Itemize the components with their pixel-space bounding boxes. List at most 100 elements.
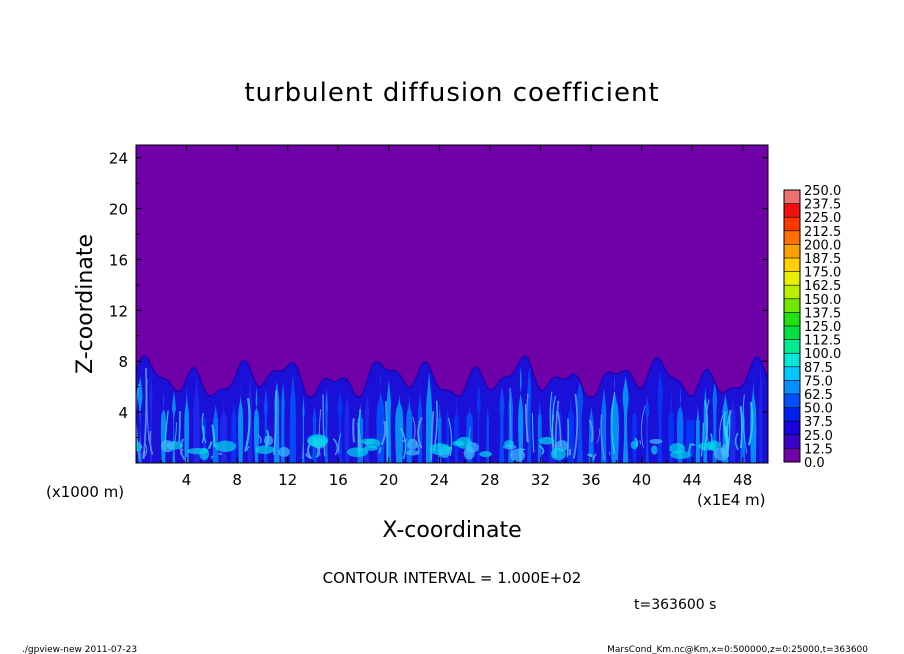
plume [137, 376, 143, 463]
surface-patch [539, 436, 555, 445]
colorbar-swatch [784, 339, 800, 354]
plume [172, 391, 176, 463]
eddy-streak [318, 408, 322, 457]
colorbar-level-label: 25.0 [804, 429, 833, 444]
colorbar-level-label: 87.5 [804, 361, 833, 376]
colorbar-swatch [784, 298, 800, 313]
eddy-streak [568, 448, 572, 456]
surface-patch [214, 440, 237, 453]
x-tick-label: 28 [480, 471, 499, 489]
colorbar-level-label: 62.5 [804, 388, 833, 403]
surface-patch [255, 445, 275, 455]
y-tick-label: 12 [109, 302, 128, 320]
colorbar-swatch [784, 271, 800, 286]
colorbar-swatch [784, 285, 800, 299]
x-tick-label: 24 [430, 471, 449, 489]
plume [302, 395, 305, 463]
eddy-streak [739, 405, 743, 449]
eddy-streak [244, 398, 251, 452]
plume [577, 379, 584, 463]
surface-patch [463, 446, 475, 460]
x-tick-label: 32 [531, 471, 550, 489]
plume [281, 381, 285, 463]
eddy-streak [307, 443, 313, 460]
eddy-streak [538, 445, 545, 455]
contour-interval-text: CONTOUR INTERVAL = 1.000E+02 [323, 569, 582, 587]
plume [344, 382, 350, 463]
plume [486, 404, 490, 463]
x-tick-label: 12 [278, 471, 297, 489]
y-unit-label: (x1000 m) [46, 483, 124, 501]
x-tick-label: 48 [733, 471, 752, 489]
eddy-streak [588, 419, 594, 442]
eddy-streak [149, 430, 154, 455]
eddy-streak [734, 432, 739, 451]
surface-patch [308, 436, 328, 447]
plume [759, 359, 763, 463]
surface-patch [670, 450, 692, 460]
eddy-streak [401, 438, 407, 443]
colorbar-level-label: 50.0 [804, 402, 833, 417]
x-tick-label: 20 [379, 471, 398, 489]
plume [695, 405, 700, 463]
colorbar-level-label: 125.0 [804, 320, 841, 335]
surface-patch [361, 438, 376, 445]
plume [395, 383, 404, 463]
plume [622, 376, 629, 463]
surface-patch [651, 445, 658, 455]
x-unit-label: (x1E4 m) [697, 491, 766, 509]
colorbar-level-label: 250.0 [804, 184, 841, 199]
eddy-streak [305, 452, 311, 459]
footer-right: MarsCond_Km.nc@Km,x=0:500000,z=0:25000,t… [607, 645, 868, 654]
y-axis-label: Z-coordinate [73, 234, 98, 374]
eddy-streak [179, 438, 186, 460]
eddy-streak [142, 368, 148, 459]
plume [645, 396, 650, 463]
surface-patch [713, 447, 729, 461]
colorbar-swatch [784, 448, 800, 462]
eddy-streak [592, 453, 597, 461]
colorbar-level-label: 75.0 [804, 374, 833, 389]
colorbar-swatch [784, 190, 800, 204]
eddy-streak [210, 455, 215, 459]
chart-title: turbulent diffusion coefficient [244, 78, 659, 108]
colorbar: 0.012.525.037.550.062.575.087.5100.0112.… [783, 184, 841, 471]
surface-patch [630, 440, 638, 450]
eddy-streak [572, 393, 579, 459]
eddy-streak [400, 427, 407, 460]
eddy-streak [258, 434, 262, 444]
eddy-streak [509, 388, 512, 457]
eddy-streak [600, 414, 606, 460]
eddy-streak [724, 425, 729, 450]
plume [686, 405, 695, 463]
eddy-streak [596, 428, 600, 444]
colorbar-swatch [784, 366, 800, 381]
surface-patch [407, 438, 418, 450]
colorbar-swatch [784, 380, 800, 394]
plume [567, 395, 575, 463]
eddy-streak [417, 416, 423, 449]
colorbar-level-label: 100.0 [804, 347, 841, 362]
colorbar-level-label: 175.0 [804, 266, 841, 281]
colorbar-level-label: 12.5 [804, 442, 833, 457]
surface-patch [187, 447, 209, 455]
plume [193, 374, 200, 463]
eddy-streak [201, 412, 207, 444]
eddy-streak [207, 441, 213, 450]
eddy-streak [526, 393, 529, 443]
plume [454, 396, 459, 463]
colorbar-swatch [784, 326, 800, 340]
eddy-streak [640, 405, 646, 449]
eddy-streak [301, 446, 304, 459]
colorbar-level-label: 187.5 [804, 252, 841, 267]
x-tick-label: 16 [329, 471, 348, 489]
plume [289, 373, 297, 463]
eddy-streak [608, 451, 611, 456]
plume [499, 385, 505, 463]
eddy-streak [611, 392, 616, 454]
colorbar-swatch [784, 203, 800, 218]
colorbar-swatch [784, 258, 800, 272]
eddy-streak [385, 401, 389, 460]
plume [518, 366, 524, 463]
eddy-streak [378, 447, 382, 454]
